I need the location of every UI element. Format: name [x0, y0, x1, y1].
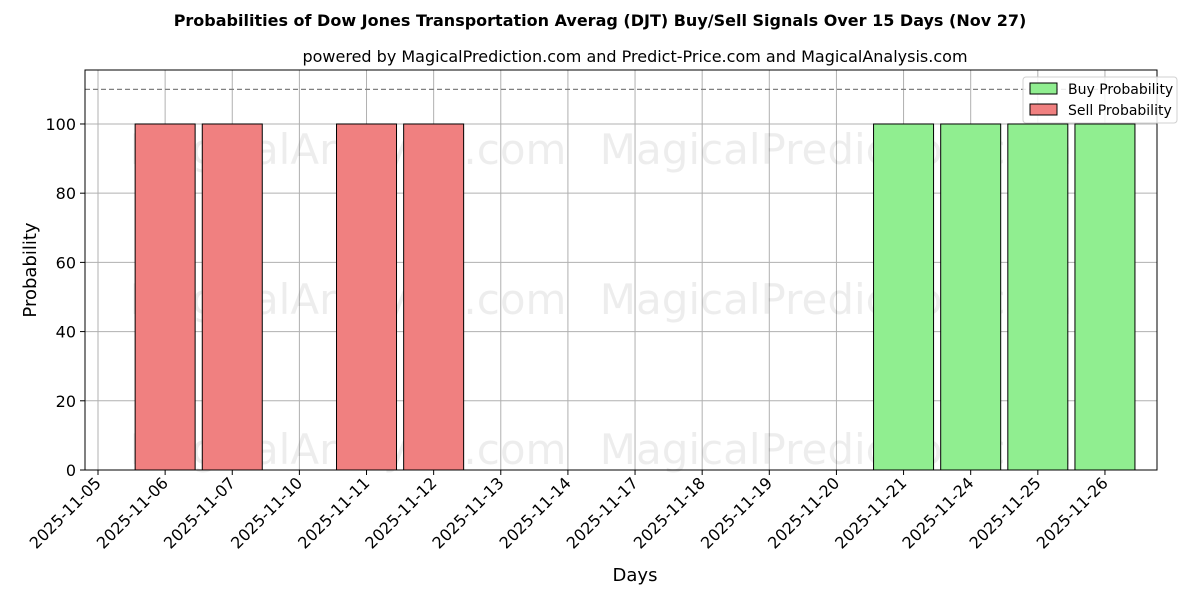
plot-frame	[84, 69, 1158, 471]
y-tick-label: 20	[56, 392, 76, 411]
y-tick-label: 40	[56, 323, 76, 342]
y-tick-label: 80	[56, 184, 76, 203]
bar-buy-probability	[1074, 123, 1136, 471]
y-tick-label: 100	[45, 115, 76, 134]
y-tick-label: 60	[56, 253, 76, 272]
y-axis-label: Probability	[20, 222, 41, 317]
bar-sell-probability	[336, 123, 398, 471]
watermark: MagicalPrediction.com	[600, 425, 1073, 474]
bar-buy-probability	[873, 123, 935, 471]
watermark: MagicalPrediction.com	[600, 275, 1073, 324]
chart-subtitle: powered by MagicalPrediction.com and Pre…	[302, 47, 967, 66]
bar-sell-probability	[403, 123, 465, 471]
legend-swatch	[1029, 82, 1058, 95]
legend-swatch	[1029, 103, 1058, 116]
legend-label: Buy Probability	[1068, 82, 1173, 98]
watermark: MagicalPrediction.com	[600, 125, 1073, 174]
chart-title: Probabilities of Dow Jones Transportatio…	[174, 11, 1027, 30]
legend	[1022, 76, 1178, 124]
bar-buy-probability	[940, 123, 1002, 471]
y-tick-label: 0	[66, 461, 76, 480]
x-tick-label: 2025-11-26	[1033, 473, 1112, 552]
bar-sell-probability	[201, 123, 263, 471]
x-axis-label: Days	[613, 565, 658, 586]
legend-label: Sell Probability	[1068, 103, 1172, 119]
bar-buy-probability	[1007, 123, 1069, 471]
bar-sell-probability	[134, 123, 196, 471]
